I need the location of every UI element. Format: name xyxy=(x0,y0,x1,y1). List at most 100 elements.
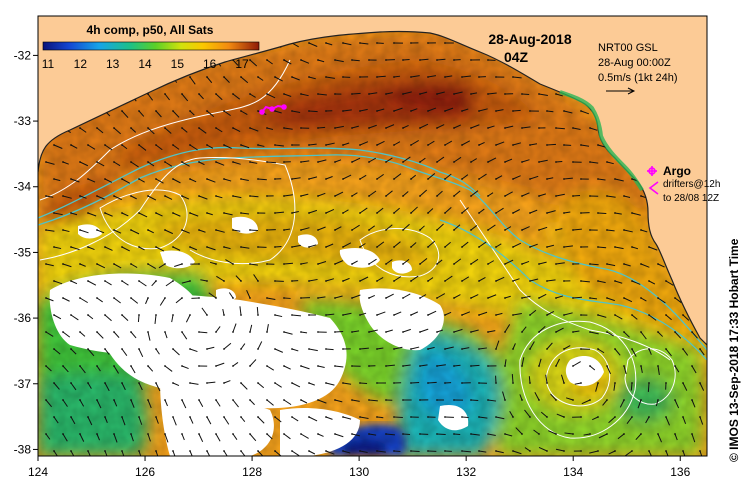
current-vector xyxy=(334,433,344,438)
current-vector-origin xyxy=(79,229,81,231)
current-vector xyxy=(674,331,682,339)
current-vector xyxy=(410,206,418,214)
current-vector-origin xyxy=(461,382,463,384)
current-vector xyxy=(453,91,463,95)
current-vector-origin xyxy=(189,450,191,452)
current-vector-origin xyxy=(334,161,336,163)
current-vector xyxy=(70,450,76,457)
current-vector-origin xyxy=(453,161,455,163)
current-vector xyxy=(138,110,145,117)
current-vector xyxy=(368,399,378,402)
current-vector xyxy=(257,382,265,389)
current-vector xyxy=(300,331,308,334)
current-vector-origin xyxy=(385,433,387,435)
current-vector-origin xyxy=(393,76,395,78)
current-vector-origin xyxy=(393,314,395,316)
current-vector-origin xyxy=(274,76,276,78)
current-vector-origin xyxy=(181,195,183,197)
current-vector-origin xyxy=(274,450,276,452)
current-vector xyxy=(317,192,326,197)
current-vector xyxy=(393,346,403,350)
current-vector-origin xyxy=(461,76,463,78)
current-vector-origin xyxy=(198,161,200,163)
current-vector xyxy=(206,346,215,350)
current-vector xyxy=(130,229,140,235)
current-vector xyxy=(232,362,239,367)
current-vector xyxy=(300,93,309,97)
current-vector xyxy=(274,211,285,214)
current-vector-origin xyxy=(181,127,183,129)
current-vector-origin xyxy=(597,348,599,350)
current-vector xyxy=(617,433,625,440)
current-vector-origin xyxy=(232,331,234,333)
current-vector xyxy=(502,391,506,401)
current-vector xyxy=(385,259,393,265)
current-vector xyxy=(53,348,61,355)
current-vector-origin xyxy=(410,450,412,452)
current-vector xyxy=(283,365,291,370)
current-vector-origin xyxy=(130,161,132,163)
current-vector xyxy=(368,433,377,436)
current-vector-origin xyxy=(427,178,429,180)
current-vector xyxy=(385,190,393,197)
current-vector-origin xyxy=(614,314,616,316)
current-vector xyxy=(113,365,119,374)
current-vector-origin xyxy=(45,399,47,401)
current-vector-origin xyxy=(53,144,55,146)
current-vector-origin xyxy=(130,331,132,333)
current-vector-origin xyxy=(172,144,174,146)
current-vector-origin xyxy=(521,399,523,401)
current-vector xyxy=(45,297,54,302)
current-vector-origin xyxy=(96,195,98,197)
current-vector xyxy=(181,331,188,340)
current-vector xyxy=(427,310,437,316)
current-vector-origin xyxy=(232,399,234,401)
current-vector xyxy=(376,276,384,282)
current-vector xyxy=(172,382,180,387)
current-vector-origin xyxy=(164,433,166,435)
current-vector-origin xyxy=(478,382,480,384)
current-vector xyxy=(351,59,360,62)
current-vector-origin xyxy=(130,399,132,401)
current-vector-origin xyxy=(521,297,523,299)
current-vector-origin xyxy=(402,297,404,299)
current-vector xyxy=(147,331,151,341)
current-vector-origin xyxy=(402,229,404,231)
current-vector xyxy=(249,127,259,132)
current-vector-origin xyxy=(291,212,293,214)
current-vector xyxy=(376,108,385,112)
current-vector xyxy=(96,229,105,234)
current-vector xyxy=(342,142,350,146)
current-vector xyxy=(427,208,434,214)
current-vector-origin xyxy=(376,280,378,282)
current-vector xyxy=(614,348,621,356)
current-vector-origin xyxy=(512,76,514,78)
current-vector-origin xyxy=(359,76,361,78)
current-vector-origin xyxy=(495,416,497,418)
current-vector-origin xyxy=(249,433,251,435)
current-vector-origin xyxy=(189,178,191,180)
current-vector xyxy=(283,228,291,231)
current-vector-origin xyxy=(79,331,81,333)
current-vector xyxy=(266,297,276,300)
current-vector xyxy=(691,365,697,374)
current-vector-origin xyxy=(138,416,140,418)
current-vector-origin xyxy=(410,110,412,112)
current-vector-origin xyxy=(487,399,489,401)
current-vector xyxy=(555,448,565,452)
current-vector xyxy=(232,127,241,133)
current-vector xyxy=(487,125,495,129)
current-vector-origin xyxy=(478,246,480,248)
current-vector xyxy=(249,324,253,333)
current-vector-origin xyxy=(325,178,327,180)
current-vector-origin xyxy=(385,59,387,61)
current-vector-origin xyxy=(70,178,72,180)
current-vector-origin xyxy=(104,212,106,214)
current-vector-origin xyxy=(181,331,183,333)
current-vector xyxy=(53,144,63,149)
current-vector xyxy=(606,365,611,375)
current-vector-origin xyxy=(300,297,302,299)
current-vector-origin xyxy=(283,161,285,163)
current-vector xyxy=(351,125,359,129)
current-vector-origin xyxy=(232,229,234,231)
